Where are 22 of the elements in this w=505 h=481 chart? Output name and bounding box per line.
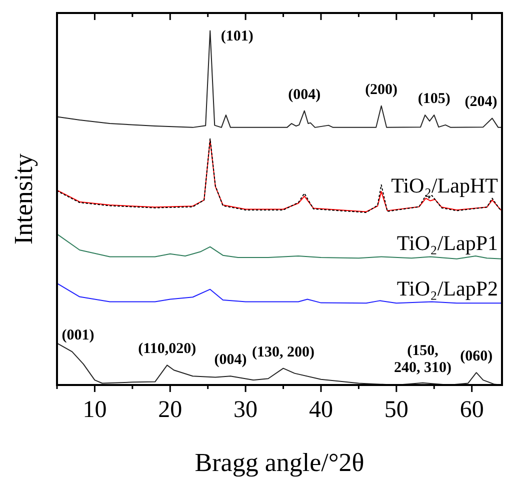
annotation: (110,020) xyxy=(138,341,196,358)
annotation: (150, 240, 310) xyxy=(394,342,452,376)
annotation: (200) xyxy=(365,82,398,98)
x-tick-label: 50 xyxy=(384,397,408,423)
annotation: (204) xyxy=(464,94,498,110)
x-axis-title: Bragg angle/°2θ xyxy=(194,448,364,477)
series-label: TiO₂/LapHT xyxy=(391,173,498,198)
annotation: (105) xyxy=(418,91,450,108)
series-label: TiO₂/LapP1 xyxy=(396,231,498,256)
x-tick-label: 10 xyxy=(82,397,107,423)
x-tick-label: 20 xyxy=(158,397,182,423)
x-tick-label: 30 xyxy=(234,397,258,423)
x-tick-label: 60 xyxy=(460,397,484,423)
annotation: (130, 200) xyxy=(252,344,315,360)
annotation: (060) xyxy=(460,348,493,365)
annotation: (004) xyxy=(214,352,247,368)
x-tick-label: 40 xyxy=(308,397,333,423)
annotation: (101) xyxy=(220,28,254,45)
y-axis-title: Intensity xyxy=(9,154,38,244)
annotation: (004) xyxy=(288,86,321,103)
annotation: (001) xyxy=(62,328,94,344)
series-label: TiO₂/LapP2 xyxy=(396,276,498,301)
